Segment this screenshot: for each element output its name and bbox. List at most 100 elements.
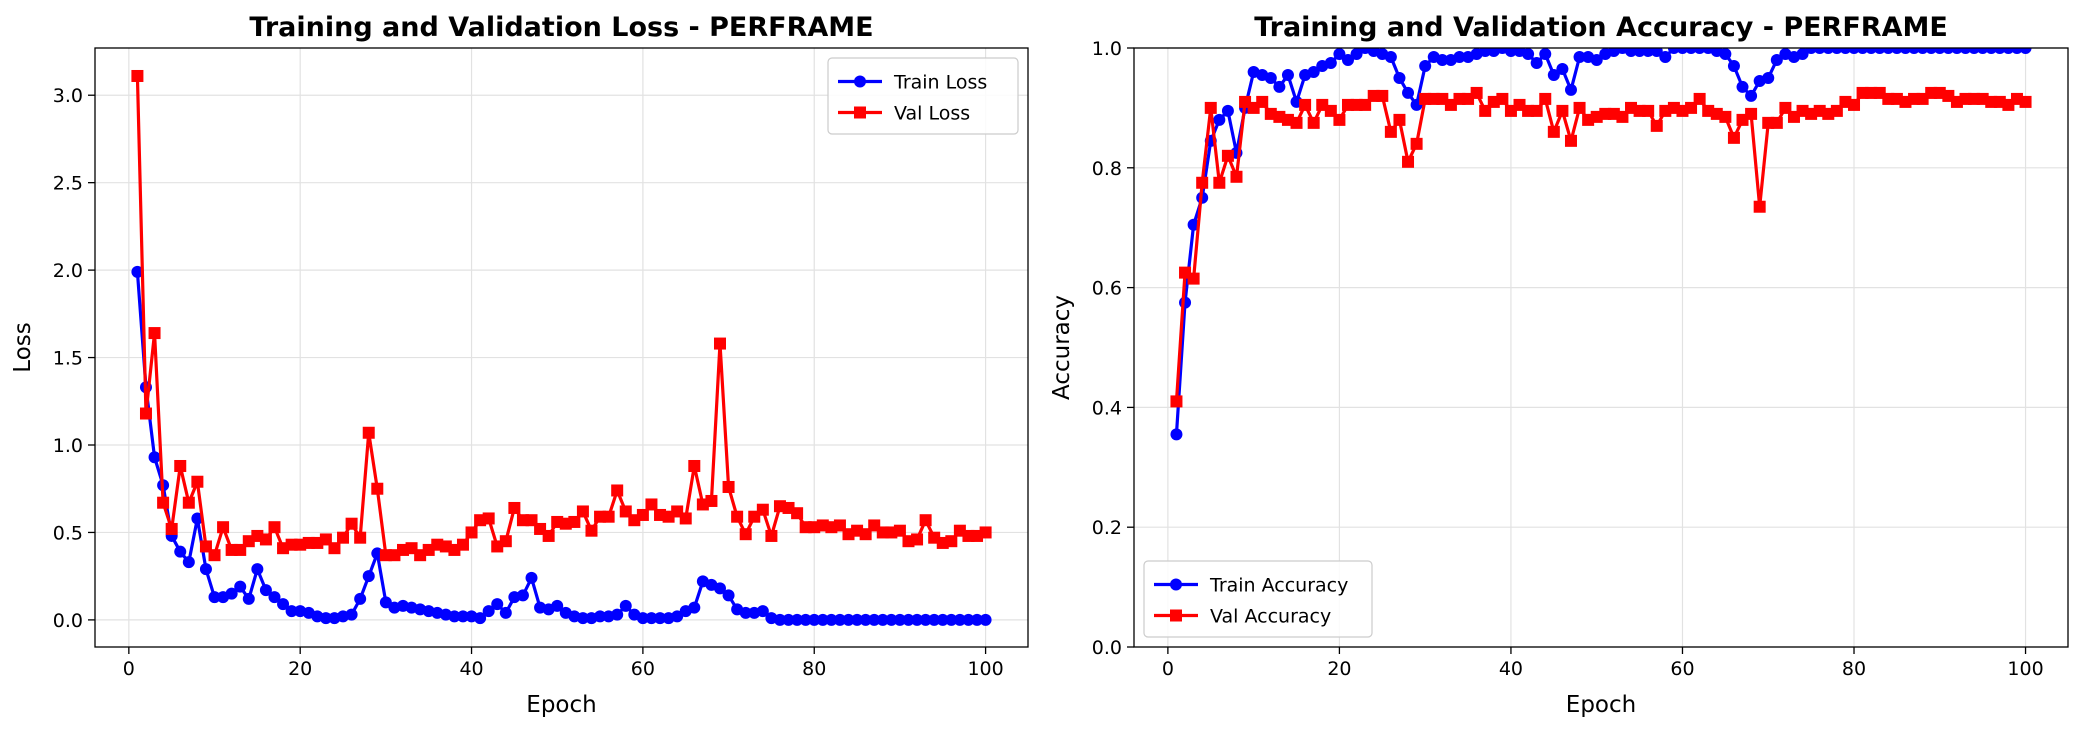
- train-loss-point: [268, 591, 281, 604]
- val-accuracy-point: [1196, 176, 1209, 189]
- val-accuracy-point: [1556, 104, 1569, 117]
- train-accuracy-point: [1333, 48, 1346, 60]
- train-accuracy-point: [1530, 56, 1543, 69]
- val-loss-point: [456, 538, 469, 551]
- x-tick-label: 100: [967, 658, 1003, 680]
- train-accuracy-point: [1727, 59, 1740, 72]
- val-loss-point: [602, 510, 615, 523]
- val-accuracy-legend-label: Val Accuracy: [1210, 606, 1331, 628]
- x-tick-label: 20: [1327, 658, 1351, 680]
- val-accuracy-point: [1221, 149, 1234, 162]
- train-accuracy-point: [1436, 53, 1449, 66]
- x-tick-label: 40: [1499, 658, 1523, 680]
- train-loss-point: [962, 613, 975, 626]
- y-tick-label: 2.5: [53, 173, 83, 195]
- legend: Train Loss Val Loss: [827, 57, 1019, 135]
- x-tick-label: 20: [288, 658, 312, 680]
- train-loss-point: [902, 613, 915, 626]
- val-loss-point: [731, 510, 744, 523]
- train-loss-point: [611, 608, 624, 621]
- train-loss-point: [576, 612, 589, 625]
- train-loss-point: [868, 613, 881, 626]
- train-loss-point: [945, 613, 958, 626]
- val-loss-point: [636, 508, 649, 521]
- val-accuracy-point: [1693, 92, 1706, 105]
- train-loss-point: [448, 610, 461, 623]
- val-accuracy-point: [1290, 116, 1303, 129]
- val-accuracy-point: [1650, 119, 1663, 132]
- val-accuracy-point: [1530, 104, 1543, 117]
- y-tick-label: 0.6: [1092, 278, 1122, 300]
- loss-chart-panel: 0 20 40 60 80 100 0.0 0.5 1.0 1.5 2.0 2.5 3.0 Trainin…: [10, 12, 1029, 718]
- x-tick-label: 80: [1842, 658, 1866, 680]
- train-accuracy-point: [1487, 48, 1500, 57]
- x-tick-label: 40: [459, 658, 483, 680]
- val-accuracy-point: [1307, 116, 1320, 129]
- train-accuracy-point: [1307, 65, 1320, 78]
- val-loss-point: [679, 512, 692, 525]
- train-accuracy-point: [1179, 296, 1192, 309]
- val-loss-point: [765, 529, 778, 542]
- train-loss-point: [285, 605, 298, 618]
- train-accuracy-point: [1221, 104, 1234, 117]
- val-loss-point: [268, 521, 281, 534]
- val-loss-point: [131, 69, 144, 82]
- x-tick-label: 0: [123, 658, 135, 680]
- train-loss-point: [722, 589, 735, 602]
- x-tick-label: 100: [2007, 658, 2043, 680]
- train-loss-point: [259, 584, 272, 597]
- val-loss-point: [611, 484, 624, 497]
- val-loss-point: [645, 498, 658, 511]
- train-loss-point: [636, 612, 649, 625]
- train-loss-point: [354, 592, 367, 605]
- train-loss-point: [825, 613, 838, 626]
- y-tick-label: 3.0: [53, 85, 83, 107]
- accuracy-chart-panel: 0 20 40 60 80 100 0.0 0.2 0.4 0.6 0.8 1.0 Training a…: [1049, 12, 2069, 718]
- val-accuracy-point: [1256, 95, 1269, 108]
- val-accuracy-point: [1384, 125, 1397, 138]
- train-loss-point: [876, 613, 889, 626]
- x-tick-label: 80: [802, 658, 826, 680]
- train-loss-point: [791, 613, 804, 626]
- val-loss-point: [191, 475, 204, 488]
- val-accuracy-point: [1727, 131, 1740, 144]
- train-loss-point: [936, 613, 949, 626]
- y-tick-label: 0.2: [1092, 517, 1122, 539]
- y-tick-label: 1.5: [53, 348, 83, 370]
- train-accuracy-point: [1770, 53, 1783, 66]
- train-loss-point: [859, 613, 872, 626]
- train-loss-point: [919, 613, 932, 626]
- train-loss-point: [208, 591, 221, 604]
- val-accuracy-point: [1745, 107, 1758, 120]
- train-accuracy-point: [1547, 68, 1560, 81]
- val-loss-point: [217, 521, 230, 534]
- val-loss-point: [791, 507, 804, 520]
- train-loss-point: [199, 563, 212, 576]
- val-loss-point: [713, 337, 726, 350]
- train-loss-point: [619, 599, 632, 612]
- train-loss-point: [525, 571, 538, 584]
- train-loss-point: [851, 613, 864, 626]
- train-loss-point: [379, 596, 392, 609]
- train-loss-point: [756, 605, 769, 618]
- train-loss-point: [688, 601, 701, 614]
- train-accuracy-point: [1350, 48, 1363, 60]
- y-axis-label: Accuracy: [1049, 295, 1075, 400]
- val-loss-point: [705, 494, 718, 507]
- train-loss-point: [131, 265, 144, 278]
- train-accuracy-point: [1556, 62, 1569, 75]
- train-loss-point: [842, 613, 855, 626]
- val-loss-point: [911, 533, 924, 546]
- train-accuracy-point: [1170, 428, 1183, 441]
- val-loss-point: [362, 426, 375, 439]
- train-accuracy-point: [1736, 80, 1749, 93]
- train-accuracy-point: [1419, 59, 1432, 72]
- legend-box: [827, 57, 1019, 135]
- val-loss-point: [594, 510, 607, 523]
- train-loss-point: [182, 556, 195, 569]
- train-accuracy-point: [1213, 113, 1226, 126]
- train-loss-point: [773, 613, 786, 626]
- val-loss-point: [337, 531, 350, 544]
- train-accuracy-legend-marker: [1170, 578, 1182, 591]
